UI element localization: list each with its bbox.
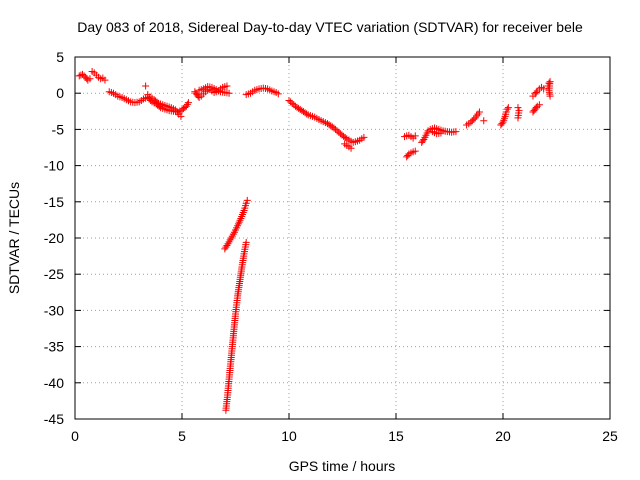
y-tick-label: -25 xyxy=(44,266,64,282)
data-point xyxy=(242,238,250,246)
x-tick-labels: 0 5 10 15 20 25 xyxy=(71,428,618,444)
data-point xyxy=(288,99,296,107)
x-tick-label: 15 xyxy=(388,428,404,444)
data-point xyxy=(78,70,86,78)
series-arc-d1 xyxy=(242,84,282,99)
data-point xyxy=(236,216,244,224)
y-axis-label: SDTVAR / TECUs xyxy=(6,182,22,294)
data-point xyxy=(467,118,475,126)
grid-lines xyxy=(75,57,610,419)
data-point xyxy=(77,71,85,79)
series-arc-d2 xyxy=(285,96,368,146)
y-tick-label: -35 xyxy=(44,339,64,355)
series-arc-f4 xyxy=(514,104,523,122)
data-point xyxy=(223,82,231,90)
data-point xyxy=(546,92,554,100)
series-arc-f5 xyxy=(529,101,543,116)
data-point xyxy=(182,102,190,110)
series-arc-b2 xyxy=(195,83,233,97)
x-tick-label: 10 xyxy=(281,428,297,444)
data-point xyxy=(177,112,185,120)
data-point xyxy=(285,96,293,104)
series-arc-a5 xyxy=(142,82,150,90)
series-arc-a2 xyxy=(88,67,109,84)
data-point xyxy=(360,133,368,141)
data-point xyxy=(514,104,522,112)
data-point xyxy=(183,100,191,108)
data-point xyxy=(498,120,506,128)
series-arc-f2 xyxy=(480,117,488,125)
x-tick-label: 20 xyxy=(495,428,511,444)
y-tick-label: 5 xyxy=(56,49,64,65)
x-tick-label: 25 xyxy=(602,428,618,444)
data-point xyxy=(475,108,483,116)
data-point xyxy=(532,88,540,96)
series-arc-a1 xyxy=(75,70,94,84)
data-point xyxy=(341,134,349,142)
data-point xyxy=(347,144,355,152)
data-point xyxy=(242,199,250,207)
y-tick-label: -30 xyxy=(44,302,64,318)
data-point xyxy=(235,218,243,226)
series-arc-e4 xyxy=(428,128,445,138)
data-point xyxy=(480,117,488,125)
series-arc-f6 xyxy=(529,83,548,100)
data-point xyxy=(502,108,510,116)
series-arc-f7 xyxy=(544,78,554,100)
series-arc-f3 xyxy=(497,104,512,129)
data-point xyxy=(234,220,242,228)
x-axis-label: GPS time / hours xyxy=(289,458,396,474)
data-point xyxy=(86,75,94,83)
y-tick-labels: 5 0 -5 -10 -15 -20 -25 -30 -35 -40 -45 xyxy=(44,49,64,427)
data-point xyxy=(274,90,282,98)
y-tick-label: -5 xyxy=(52,121,65,137)
chart-title: Day 083 of 2018, Sidereal Day-to-day VTE… xyxy=(77,19,583,35)
data-point xyxy=(504,104,512,112)
data-point xyxy=(333,127,341,135)
data-point xyxy=(243,196,251,204)
axis-ticks xyxy=(74,56,611,420)
x-tick-label: 5 xyxy=(178,428,186,444)
data-point xyxy=(330,124,338,132)
data-point xyxy=(470,115,478,123)
y-tick-label: -20 xyxy=(44,230,64,246)
data-point xyxy=(419,137,427,145)
data-point xyxy=(225,89,233,97)
series-arc-d3 xyxy=(341,140,355,152)
y-tick-label: -10 xyxy=(44,158,64,174)
data-point xyxy=(411,132,419,140)
y-tick-label: -15 xyxy=(44,194,64,210)
data-point xyxy=(287,98,295,106)
data-point xyxy=(452,128,460,136)
data-point xyxy=(437,129,445,137)
data-point xyxy=(468,117,476,125)
data-point xyxy=(303,110,311,118)
data-point xyxy=(101,76,109,84)
data-point xyxy=(234,222,242,230)
y-tick-label: 0 xyxy=(56,85,64,101)
data-point xyxy=(223,241,231,249)
data-point xyxy=(332,125,340,133)
data-point xyxy=(532,104,540,112)
data-point xyxy=(535,101,543,109)
series-arc-a3 xyxy=(105,88,192,116)
data-point xyxy=(411,147,419,155)
y-tick-label: -40 xyxy=(44,375,64,391)
series-arc-a4 xyxy=(144,91,185,120)
series-arc-c2 xyxy=(222,238,250,414)
data-point xyxy=(142,82,150,90)
x-tick-label: 0 xyxy=(71,428,79,444)
data-point xyxy=(153,98,161,106)
data-point xyxy=(503,105,511,113)
y-tick-label: -45 xyxy=(44,411,64,427)
series-arc-e1 xyxy=(401,131,419,142)
data-points xyxy=(75,67,554,414)
data-point xyxy=(184,99,192,107)
data-point xyxy=(540,85,548,93)
series-arc-c1 xyxy=(221,196,251,253)
data-point xyxy=(514,114,522,122)
series-arc-e2 xyxy=(403,147,419,161)
series-arc-f1 xyxy=(463,108,483,129)
